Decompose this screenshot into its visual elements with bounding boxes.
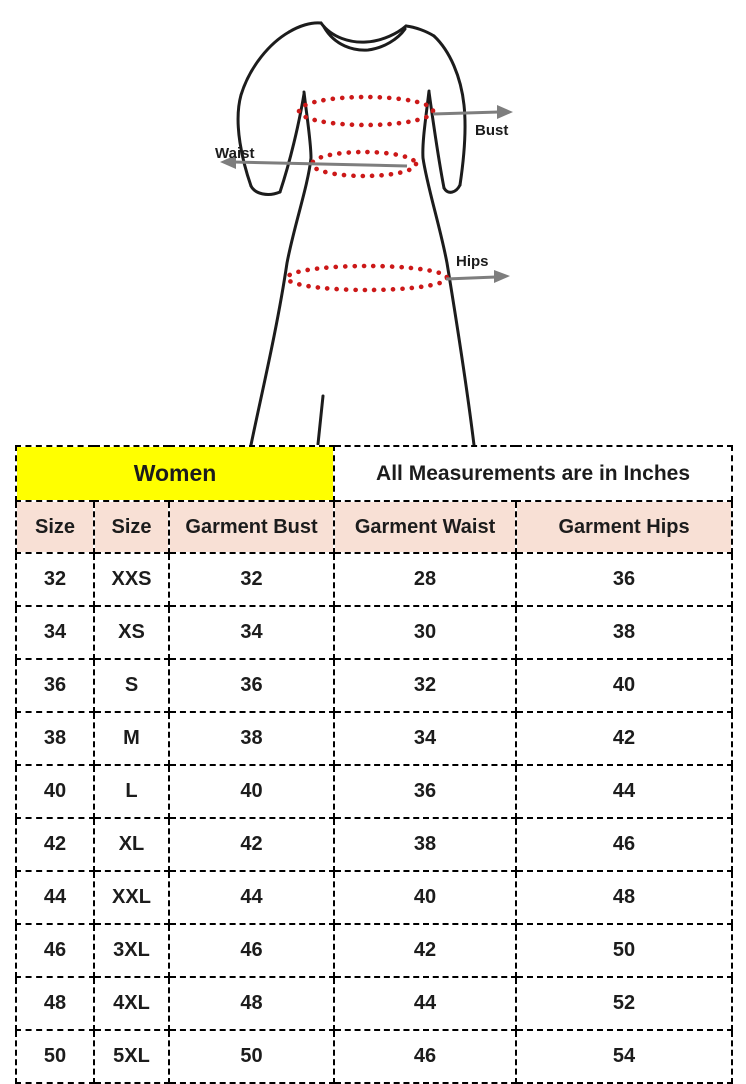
table-row: 50 5XL 50 46 54 [15, 1029, 734, 1084]
table-cell: S [93, 658, 170, 713]
table-cell: 40 [333, 870, 518, 925]
table-cell: XXL [93, 870, 170, 925]
table-cell: 44 [333, 976, 518, 1031]
table-row: 38 M 38 34 42 [15, 711, 734, 766]
table-cell: 42 [333, 923, 518, 978]
table-cell: XL [93, 817, 170, 872]
left-sleeve-inner [278, 92, 306, 194]
table-cell: M [93, 711, 170, 766]
table-cell: 34 [333, 711, 518, 766]
group-header-units: All Measurements are in Inches [333, 445, 734, 502]
waist-arrow-head-icon [220, 155, 236, 169]
right-sleeve-outer [432, 34, 467, 187]
hips-label: Hips [456, 253, 489, 270]
waist-label: Waist [215, 145, 254, 162]
table-cell: 3XL [93, 923, 170, 978]
table-cell: 50 [167, 1029, 336, 1084]
left-shoulder [287, 21, 323, 34]
table-cell: 38 [167, 711, 336, 766]
table-cell: 34 [167, 605, 336, 660]
table-cell: 50 [515, 923, 734, 978]
bust-arrow [432, 110, 500, 116]
hips-arrow [445, 275, 497, 281]
table-cell: 38 [333, 817, 518, 872]
right-body-skirt [421, 89, 476, 445]
table-cell: 46 [167, 923, 336, 978]
table-row: 34 XS 34 30 38 [15, 605, 734, 660]
table-cell: 38 [515, 605, 734, 660]
right-sleeve-inner [427, 90, 446, 190]
table-cell: 42 [167, 817, 336, 872]
bust-measure-ellipse [296, 94, 436, 128]
collar-outer [319, 21, 408, 44]
waist-arrow [232, 160, 408, 168]
column-header-row: Size Size Garment Bust Garment Waist Garment… [15, 500, 734, 554]
table-cell: 44 [15, 870, 95, 925]
table-cell: XS [93, 605, 170, 660]
table-row: 36 S 36 32 40 [15, 658, 734, 713]
table-row: 44 XXL 44 40 48 [15, 870, 734, 925]
column-header-0: Size [15, 500, 95, 554]
left-body-skirt [249, 90, 313, 445]
table-cell: 46 [515, 817, 734, 872]
hips-measure-ellipse [284, 263, 450, 293]
table-cell: 40 [167, 764, 336, 819]
table-cell: 4XL [93, 976, 170, 1031]
table-cell: XXS [93, 552, 170, 607]
table-cell: 36 [333, 764, 518, 819]
table-row: 46 3XL 46 42 50 [15, 923, 734, 978]
table-cell: 42 [15, 817, 95, 872]
table-cell: 28 [333, 552, 518, 607]
hips-arrow-head-icon [494, 270, 510, 283]
table-cell: 52 [515, 976, 734, 1031]
table-cell: 48 [515, 870, 734, 925]
table-cell: 48 [15, 976, 95, 1031]
table-cell: 48 [167, 976, 336, 1031]
size-chart-table: Women All Measurements are in Inches Siz… [14, 445, 734, 1084]
table-cell: 32 [15, 552, 95, 607]
table-cell: 34 [15, 605, 95, 660]
waist-measure-ellipse [309, 149, 419, 179]
table-cell: 38 [15, 711, 95, 766]
table-cell: 32 [333, 658, 518, 713]
table-cell: 40 [15, 764, 95, 819]
table-cell: 46 [333, 1029, 518, 1084]
table-row: 48 4XL 48 44 52 [15, 976, 734, 1031]
table-cell: 54 [515, 1029, 734, 1084]
table-cell: 40 [515, 658, 734, 713]
column-header-2: Garment Bust [167, 500, 336, 554]
bust-arrow-head-icon [497, 105, 513, 119]
table-cell: 32 [167, 552, 336, 607]
table-cell: 36 [515, 552, 734, 607]
table-row: 40 L 40 36 44 [15, 764, 734, 819]
center-slit [316, 394, 325, 445]
group-header-row: Women All Measurements are in Inches [14, 445, 734, 502]
table-row: 42 XL 42 38 46 [15, 817, 734, 872]
right-cuff [442, 183, 462, 194]
table-cell: 36 [167, 658, 336, 713]
group-header-women: Women [14, 445, 336, 502]
table-cell: 46 [15, 923, 95, 978]
dress-measurement-diagram: Bust Waist Hips [0, 0, 746, 445]
table-cell: 5XL [93, 1029, 170, 1084]
size-chart-body: 32 XXS 32 28 36 34 XS 34 30 38 36 S 36 32 40 38 M 38 34 42 4… [15, 552, 734, 1084]
table-cell: 30 [333, 605, 518, 660]
dress-illustration: Bust Waist Hips [215, 21, 513, 445]
right-shoulder [404, 24, 436, 38]
left-cuff [249, 184, 282, 196]
table-cell: L [93, 764, 170, 819]
table-cell: 36 [15, 658, 95, 713]
table-cell: 42 [515, 711, 734, 766]
table-cell: 50 [15, 1029, 95, 1084]
bust-label: Bust [475, 122, 508, 139]
collar-inner [322, 25, 407, 52]
column-header-4: Garment Hips [515, 500, 734, 554]
column-header-3: Garment Waist [333, 500, 518, 554]
column-header-1: Size [93, 500, 170, 554]
table-cell: 44 [167, 870, 336, 925]
table-row: 32 XXS 32 28 36 [15, 552, 734, 607]
table-cell: 44 [515, 764, 734, 819]
